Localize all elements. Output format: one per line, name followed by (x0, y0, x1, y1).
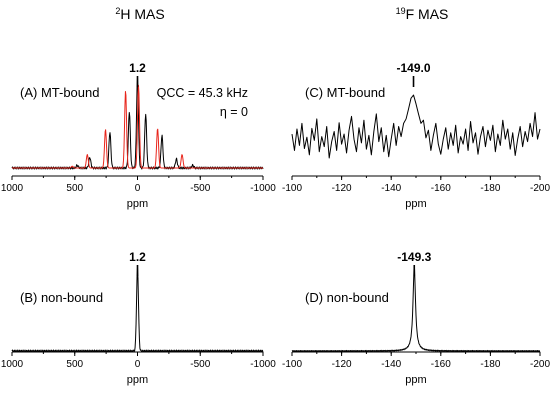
column-title-2h-sup: 2 (115, 6, 120, 16)
x-tick-label: -180 (480, 359, 500, 370)
panel-a: 1000 500 0 -500 -1000 ppm (A) MT-bound QCC = 45… (1, 61, 276, 210)
x-axis-title: ppm (405, 374, 426, 386)
x-tick-label: -120 (332, 183, 352, 194)
x-tick-label: 500 (66, 183, 83, 194)
panel-label: (D) non-bound (305, 290, 389, 305)
x-tick-label: -1000 (250, 183, 276, 194)
x-tick-label: -500 (190, 359, 210, 370)
x-axis-title: ppm (405, 198, 426, 210)
column-title-19f-rest: F MAS (406, 6, 449, 22)
x-tick-label: -100 (282, 183, 302, 194)
panel-label: (A) MT-bound (20, 85, 99, 100)
x-tick-label: 0 (135, 359, 141, 370)
x-tick-label: 0 (135, 183, 141, 194)
x-tick-label: -200 (530, 359, 550, 370)
panel-label: (C) MT-bound (305, 85, 385, 100)
peak-label: -149.0 (397, 61, 431, 75)
x-tick-label: -120 (332, 359, 352, 370)
annotation: QCC = 45.3 kHz (157, 86, 248, 100)
x-tick-label: -500 (190, 183, 210, 194)
x-tick-label: -140 (381, 183, 401, 194)
panel-label: (B) non-bound (20, 290, 103, 305)
panel-c: -100 -120 -140 -160 -180 -200 ppm (C) MT-bound-… (282, 61, 550, 210)
column-title-2h: 2H MAS (115, 6, 164, 22)
peak-label: 1.2 (129, 61, 146, 75)
x-tick-label: 1000 (1, 183, 24, 194)
x-tick-label: 1000 (1, 359, 24, 370)
column-title-19f-sup: 19 (396, 6, 406, 16)
x-tick-label: -100 (282, 359, 302, 370)
x-tick-label: -1000 (250, 359, 276, 370)
spectrum-simulation (11, 84, 264, 169)
peak-label: -149.3 (397, 250, 431, 264)
x-tick-label: -140 (381, 359, 401, 370)
x-tick-label: -200 (530, 183, 550, 194)
panel-d: -100 -120 -140 -160 -180 -200 ppm (D) non-bound… (282, 250, 550, 386)
spectrum-experimental (291, 267, 541, 352)
x-tick-label: -180 (480, 183, 500, 194)
x-axis-title: ppm (127, 198, 148, 210)
spectrum-experimental (291, 94, 541, 159)
x-tick-label: -160 (431, 183, 451, 194)
x-axis-title: ppm (127, 374, 148, 386)
peak-label: 1.2 (129, 250, 146, 264)
spectrum-experimental (11, 266, 264, 353)
x-tick-label: 500 (66, 359, 83, 370)
annotation: η = 0 (220, 105, 248, 119)
x-tick-label: -160 (431, 359, 451, 370)
column-title-19f: 19F MAS (396, 6, 449, 22)
panel-b: 1000 500 0 -500 -1000 ppm (B) non-bound 1.2 (1, 250, 276, 386)
column-title-2h-rest: H MAS (120, 6, 164, 22)
